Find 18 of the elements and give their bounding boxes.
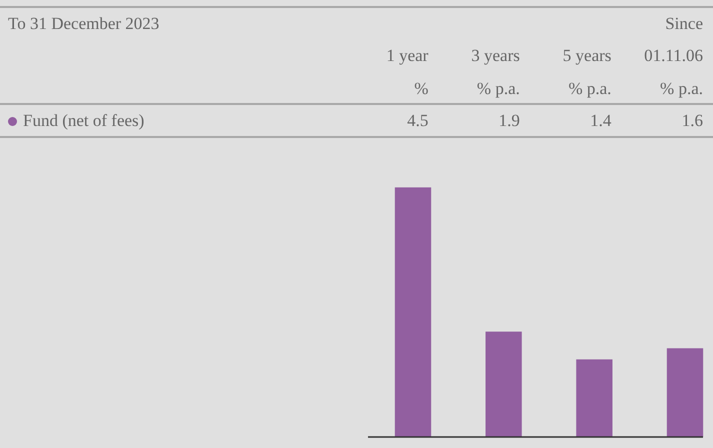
data-label: 4.5 [406, 110, 430, 132]
text: % p.a. [659, 78, 704, 100]
data-label: 1.9 [498, 110, 521, 132]
data-label: 1.4 [589, 110, 612, 132]
data-label: 1.6 [680, 110, 704, 132]
x-tick-label: 5 years [562, 45, 612, 67]
x-tick-label: 3 years [470, 45, 521, 67]
bar [394, 187, 432, 437]
x-tick-label: 1 year [385, 45, 430, 67]
bar [486, 332, 522, 437]
bar [666, 348, 704, 437]
text: % [413, 78, 430, 100]
text: % p.a. [567, 78, 612, 100]
bar [576, 359, 612, 437]
text: % p.a. [476, 78, 521, 100]
text: To 31 December 2023 [7, 13, 160, 36]
x-tick-label: Since 01.11.06 [643, 13, 704, 67]
legend-label: Fund (net of fees) [22, 110, 146, 132]
